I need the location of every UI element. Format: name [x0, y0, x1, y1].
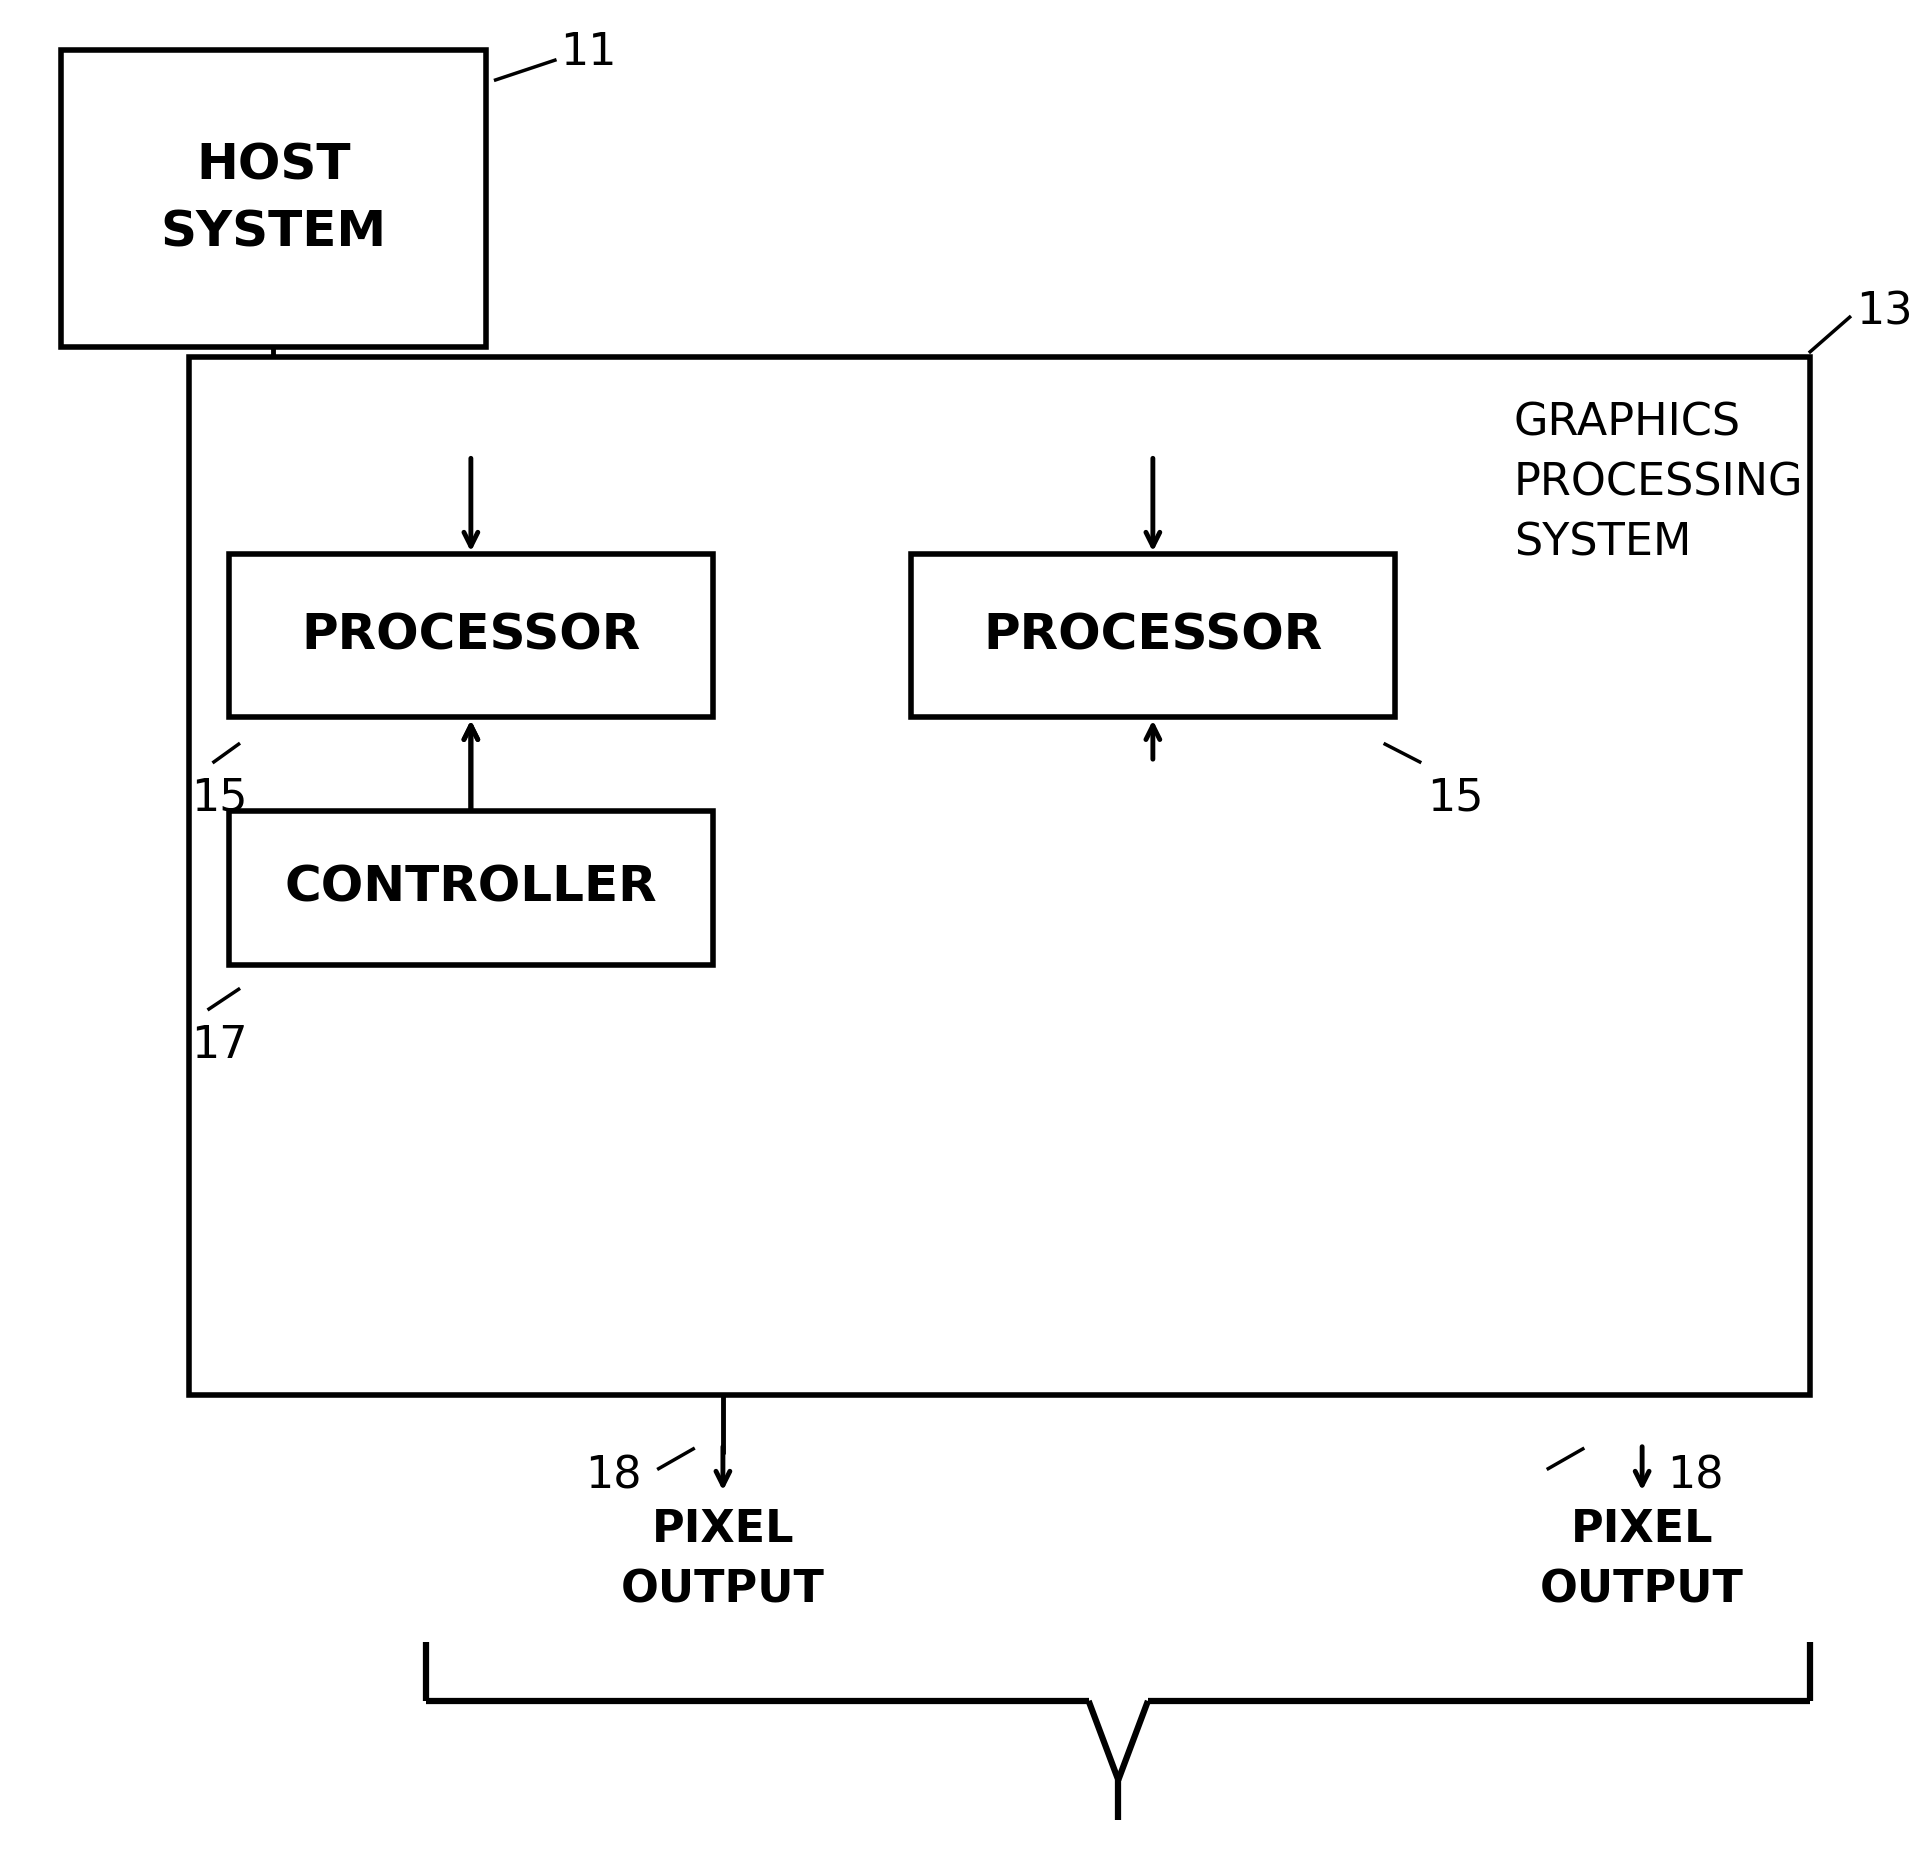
Bar	[912, 555, 1395, 718]
Text: 13: 13	[1856, 291, 1913, 334]
Text: CONTROLLER: CONTROLLER	[284, 864, 656, 913]
Bar	[190, 356, 1810, 1395]
Text: 18: 18	[1668, 1454, 1723, 1497]
Text: PROCESSOR: PROCESSOR	[983, 612, 1322, 660]
Text: HOST
SYSTEM: HOST SYSTEM	[159, 141, 386, 256]
Bar	[228, 811, 714, 965]
Bar	[61, 50, 486, 347]
Text: 15: 15	[1426, 777, 1483, 820]
Text: PROCESSOR: PROCESSOR	[301, 612, 641, 660]
Bar	[228, 555, 714, 718]
Text: 15: 15	[192, 777, 248, 820]
Text: PIXEL
OUTPUT: PIXEL OUTPUT	[622, 1508, 825, 1612]
Text: PIXEL
OUTPUT: PIXEL OUTPUT	[1541, 1508, 1744, 1612]
Text: GRAPHICS
PROCESSING
SYSTEM: GRAPHICS PROCESSING SYSTEM	[1514, 401, 1804, 564]
Text: 18: 18	[585, 1454, 641, 1497]
Text: 11: 11	[560, 32, 616, 74]
Text: 17: 17	[192, 1024, 248, 1067]
